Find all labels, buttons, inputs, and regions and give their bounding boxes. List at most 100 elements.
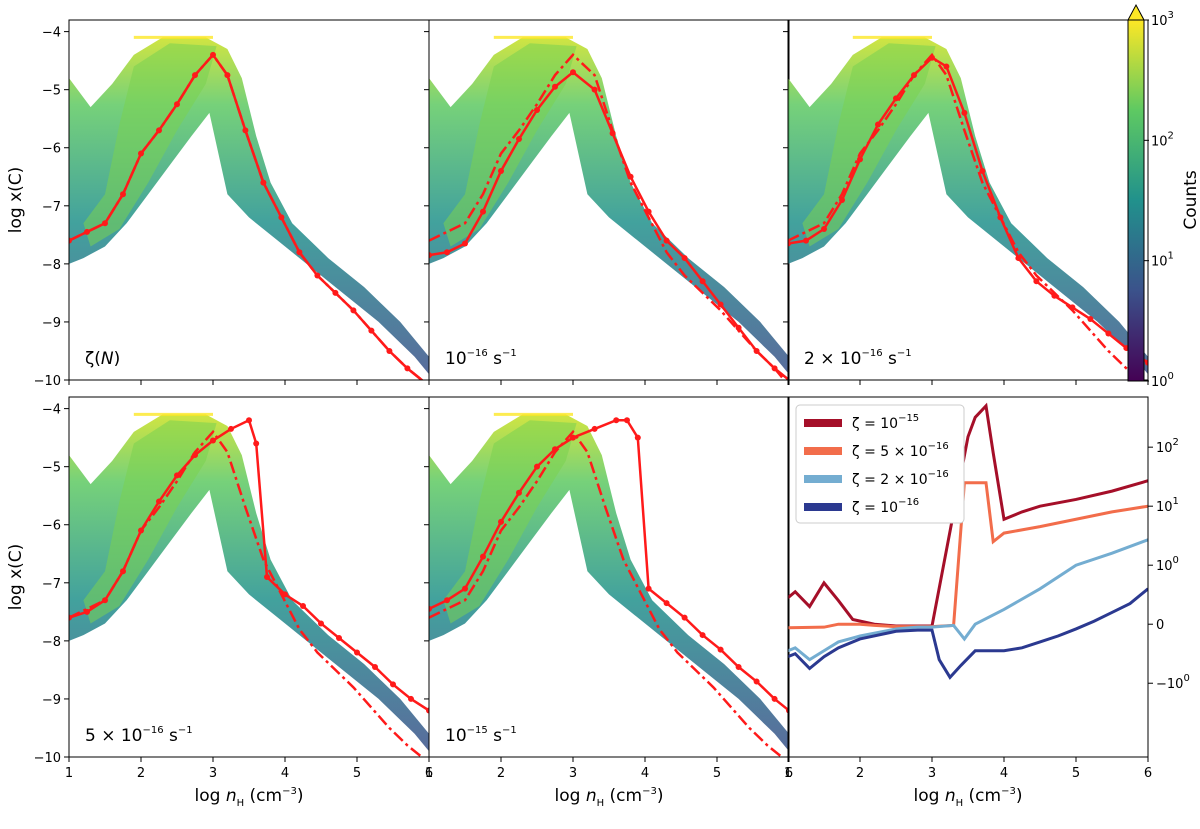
- median-point: [609, 130, 616, 137]
- median-point: [429, 252, 432, 259]
- median-point: [516, 136, 522, 143]
- x-axis-label: log nH (cm−3): [914, 786, 1023, 809]
- median-point: [753, 347, 760, 354]
- x-tick-label: 1: [784, 766, 792, 781]
- x-tick-label: 2: [856, 766, 864, 781]
- x-tick-label: 5: [713, 766, 721, 781]
- error-y-tick-label: −100: [1156, 673, 1190, 692]
- median-point: [84, 608, 90, 615]
- median-point: [943, 63, 950, 70]
- median-point: [192, 72, 198, 79]
- median-point: [242, 127, 249, 134]
- median-point: [314, 272, 321, 279]
- x-tick-label: 3: [569, 766, 577, 781]
- median-point: [480, 553, 486, 560]
- error-series-line: [788, 538, 1148, 662]
- reference-line-dashdot: [69, 429, 424, 757]
- median-point: [444, 597, 450, 604]
- colorbar-tick-label: 101: [1151, 251, 1174, 270]
- x-tick-label: 4: [1000, 766, 1008, 781]
- median-point: [997, 214, 1004, 221]
- y-tick-label: −7: [42, 200, 61, 215]
- x-tick-label: 5: [1072, 766, 1080, 781]
- error-series-line: [788, 587, 1148, 680]
- median-point: [444, 249, 450, 256]
- median-point: [368, 327, 375, 334]
- panel-2: 10−16 s−1: [424, 19, 790, 385]
- panel-label: 2 × 10−16 s−1: [804, 348, 912, 369]
- median-point: [893, 95, 899, 102]
- median-point: [788, 240, 791, 247]
- median-point: [350, 307, 357, 314]
- median-point: [552, 446, 558, 453]
- median-point: [336, 634, 342, 641]
- median-point: [911, 72, 917, 79]
- median-line: [69, 418, 429, 712]
- median-point: [192, 452, 198, 459]
- median-point: [717, 301, 724, 308]
- x-tick-label: 6: [785, 766, 793, 781]
- y-tick-label: −5: [42, 461, 61, 476]
- y-tick-label: −10: [34, 374, 61, 389]
- panel-label: 10−15 s−1: [445, 725, 517, 746]
- x-tick-label: 4: [281, 766, 289, 781]
- median-point: [534, 107, 540, 113]
- median-point: [699, 278, 706, 285]
- x-tick-label: 3: [928, 766, 936, 781]
- median-point: [1145, 359, 1148, 366]
- y-tick-label: −4: [42, 26, 61, 41]
- median-point: [429, 605, 432, 612]
- x-tick-label: 1: [425, 766, 433, 781]
- y-tick-label: −4: [42, 403, 61, 418]
- reference-line-dashdot: [788, 52, 1143, 380]
- panel-1: −4 −5 −6 −7 −8 −9 −10 log x(C) ζ(N): [6, 19, 430, 389]
- panel-label: 10−16 s−1: [445, 348, 517, 369]
- panel-frame: [787, 19, 1149, 381]
- median-point: [771, 365, 778, 372]
- median-point: [120, 191, 126, 198]
- median-point: [979, 167, 986, 174]
- colorbar-tick-label: 103: [1151, 10, 1174, 29]
- median-point: [735, 324, 742, 331]
- median-line: [429, 418, 789, 712]
- panel-5: 1 2 3 4 5 6 log nH (cm−3) 10−15 s−1: [424, 396, 793, 809]
- median-point: [634, 434, 641, 441]
- x-tick-label: 1: [65, 766, 73, 781]
- median-point: [663, 600, 670, 607]
- median-point: [663, 237, 670, 244]
- median-point: [354, 649, 360, 656]
- median-point: [875, 121, 881, 128]
- median-point: [498, 518, 504, 525]
- error-y-tick-label: 0: [1156, 618, 1164, 633]
- median-point: [1105, 330, 1112, 337]
- y-tick-label: −10: [34, 751, 61, 766]
- median-point: [174, 101, 180, 108]
- median-point: [771, 695, 778, 702]
- panel-frame: [787, 396, 1149, 758]
- x-tick-label: 2: [137, 766, 145, 781]
- legend: ζ = 10−15 ζ = 5 × 10−16 ζ = 2 × 10−16 ζ = 1…: [795, 404, 965, 524]
- x-tick-label: 6: [1144, 766, 1152, 781]
- median-point: [735, 664, 742, 670]
- median-point: [138, 150, 144, 157]
- y-tick-label: −8: [42, 258, 61, 273]
- error-y-tick-label: 102: [1156, 437, 1179, 456]
- colorbar: 103 102 101 100 Counts: [1127, 3, 1200, 390]
- median-point: [224, 72, 231, 79]
- x-tick-label: 2: [497, 766, 505, 781]
- median-point: [156, 498, 162, 505]
- median-point: [516, 489, 522, 496]
- median-point: [480, 208, 486, 215]
- y-tick-label: −9: [42, 693, 61, 708]
- median-point: [296, 249, 303, 256]
- colorbar-gradient: [1127, 19, 1145, 382]
- median-point: [246, 417, 252, 424]
- median-point: [174, 472, 180, 479]
- legend-entry-label: ζ = 10−15: [852, 413, 919, 432]
- legend-box: [795, 404, 965, 524]
- y-tick-label: −8: [42, 635, 61, 650]
- median-point: [613, 417, 620, 424]
- median-point: [120, 568, 126, 575]
